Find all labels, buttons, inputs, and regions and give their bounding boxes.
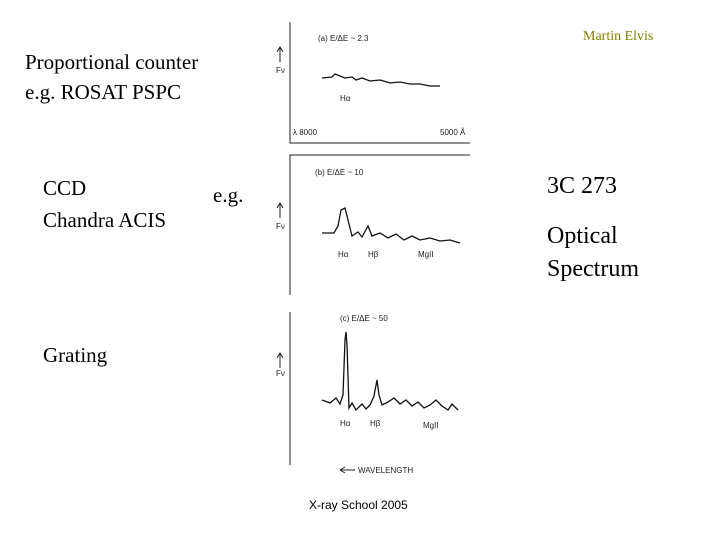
line-label: Hα — [340, 94, 351, 103]
panel-title: (c) E/ΔE ~ 50 — [340, 314, 388, 323]
left-label: e.g. — [213, 183, 243, 207]
line-label: Hβ — [368, 250, 379, 259]
y-label: Fν — [276, 222, 285, 231]
right-label: Spectrum — [547, 256, 639, 282]
panel-title: (b) E/ΔE ~ 10 — [315, 168, 364, 177]
x-label: λ 8000 — [293, 128, 318, 137]
arrow — [276, 352, 284, 368]
y-label: Fν — [276, 66, 285, 75]
panel-title: (a) E/ΔE ~ 2.3 — [318, 34, 369, 43]
right-label: 3C 273 — [547, 173, 617, 199]
axes — [289, 154, 470, 295]
x-label: 5000 Å — [440, 128, 466, 137]
left-label: Proportional counter — [25, 50, 198, 74]
arrow — [339, 466, 355, 474]
line-label: MgII — [418, 250, 434, 259]
arrow — [276, 202, 284, 218]
left-label: Chandra ACIS — [43, 208, 166, 232]
right-label: Optical — [547, 223, 618, 249]
left-label: Grating — [43, 343, 108, 367]
author: Martin Elvis — [583, 29, 653, 44]
left-label: e.g. ROSAT PSPC — [25, 80, 181, 104]
spectrum — [321, 331, 459, 412]
panel-a: (a) E/ΔE ~ 2.3 Fν Hα λ 8000 5000 Å — [276, 22, 470, 144]
footer: X-ray School 2005 — [309, 498, 408, 512]
arrow — [276, 46, 284, 62]
line-label: Hβ — [370, 419, 381, 428]
x-label: WAVELENGTH — [358, 466, 413, 475]
panel-c: (c) E/ΔE ~ 50 Fν Hα Hβ MgII WAVELENGTH — [276, 312, 459, 475]
spectrum — [321, 73, 440, 87]
line-label: MgII — [423, 421, 439, 430]
spectrum — [322, 207, 461, 244]
left-label: CCD — [43, 176, 86, 200]
axes — [289, 22, 470, 144]
line-label: Hα — [340, 419, 351, 428]
panel-b: (b) E/ΔE ~ 10 Fν Hα Hβ MgII — [276, 154, 470, 295]
y-label: Fν — [276, 369, 285, 378]
line-label: Hα — [338, 250, 349, 259]
